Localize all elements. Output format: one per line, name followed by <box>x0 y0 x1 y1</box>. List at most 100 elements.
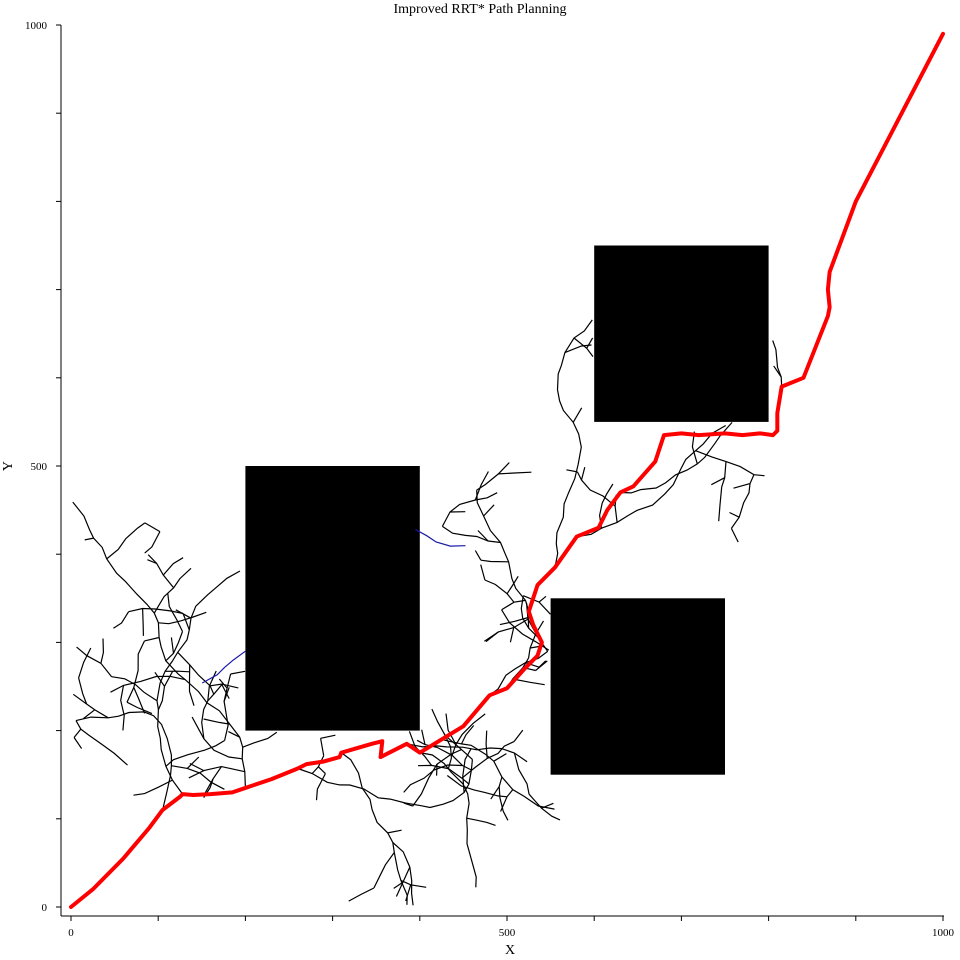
tree-branch <box>128 607 184 615</box>
tree-branch <box>509 627 515 643</box>
tree-branch <box>500 789 514 812</box>
tree-branch <box>154 671 165 687</box>
tree-branch <box>144 531 161 554</box>
tree-branch <box>72 501 246 788</box>
tree-branch <box>498 471 532 475</box>
tree-branch <box>170 637 175 654</box>
tree-branch <box>598 483 614 529</box>
tree-branch <box>431 708 473 760</box>
tree-branch <box>395 866 411 897</box>
tree-branch <box>78 647 92 679</box>
x-tick-label: 500 <box>499 927 516 939</box>
tree-branch <box>157 670 174 710</box>
tree-branch <box>230 670 246 675</box>
tree-branch <box>566 469 578 473</box>
tree-branch <box>317 766 326 775</box>
tree-branch <box>142 608 144 636</box>
tree-branch <box>133 687 146 714</box>
tree-branch <box>483 504 495 517</box>
tree-branch <box>772 340 783 387</box>
tree-branch <box>126 640 146 703</box>
tree-branch <box>513 752 530 795</box>
tree-branch <box>177 651 215 695</box>
tree-branch <box>695 450 765 477</box>
tree-branch <box>110 675 186 693</box>
tree-branch <box>446 775 508 798</box>
tree-branch <box>400 879 427 888</box>
tree-branch <box>340 752 408 905</box>
tree-branch <box>186 756 200 769</box>
x-tick-label: 1000 <box>932 927 955 939</box>
tree-branch <box>451 713 486 756</box>
tree-branch <box>175 609 192 619</box>
tree-branch <box>474 550 482 561</box>
tree-branch <box>415 528 466 547</box>
tree-branch <box>620 421 733 494</box>
tree-branch <box>320 734 336 739</box>
tree-branch <box>106 522 146 560</box>
tree-branch <box>126 701 153 715</box>
tree-branch <box>554 319 593 568</box>
tree-branch <box>210 683 239 689</box>
tree-branch <box>393 881 404 889</box>
tree-branch <box>489 650 549 696</box>
x-axis-label: X <box>505 943 515 958</box>
tree-branch <box>576 471 616 507</box>
tree-branch <box>201 650 246 684</box>
y-ticks: 0 500 1000 <box>25 20 61 914</box>
obstacle <box>550 598 725 775</box>
tree-branch <box>711 477 725 486</box>
tree-branch <box>392 842 414 906</box>
tree-branch <box>403 764 463 793</box>
tree-branch <box>100 638 105 664</box>
tree-branch <box>165 670 190 673</box>
tree-branch <box>165 631 184 662</box>
tree-branch <box>461 741 515 779</box>
tree-branch <box>576 424 726 538</box>
obstacle <box>245 466 420 731</box>
tree-branch <box>528 793 561 821</box>
tree-branch <box>78 677 88 705</box>
tree-branch <box>480 564 486 581</box>
tree-branch <box>188 664 195 706</box>
tree-branch <box>691 431 698 465</box>
tree-branch <box>412 749 462 807</box>
tree-branch <box>158 611 207 625</box>
tree-branch <box>580 467 586 481</box>
tree-branch <box>477 530 489 542</box>
tree-branch <box>203 718 230 725</box>
y-tick-label: 500 <box>31 461 48 473</box>
tree-branch <box>466 817 496 826</box>
planned-path <box>69 31 945 909</box>
tree-branch <box>573 337 594 357</box>
tree-branch <box>320 738 325 756</box>
tree-branch <box>730 528 739 543</box>
tree-branch <box>188 765 245 779</box>
y-axis-label: Y <box>1 461 16 471</box>
tree-branch <box>223 673 232 741</box>
tree-branch <box>387 829 402 834</box>
tree-branch <box>348 887 375 902</box>
tree-branch <box>147 559 157 565</box>
x-ticks: 0 500 1000 <box>68 916 955 939</box>
tree-branch <box>506 575 519 595</box>
tree-branch <box>501 599 526 611</box>
tree-branch <box>73 728 82 738</box>
tree-branch <box>72 693 109 719</box>
tree-branch <box>311 755 325 774</box>
obstacle <box>594 245 769 422</box>
tree-branch <box>730 474 755 529</box>
tree-branch <box>182 613 190 631</box>
tree-branch <box>242 731 278 748</box>
tree-branch <box>201 682 224 739</box>
tree-branch <box>76 646 113 678</box>
tree-branch <box>523 595 551 615</box>
tree-branch <box>406 743 528 763</box>
tree-branch <box>144 636 160 642</box>
tree-branch <box>480 559 509 563</box>
tree-branch <box>484 618 529 642</box>
tree-branch <box>416 739 472 771</box>
tree-branch <box>111 676 158 702</box>
tree-branch <box>538 595 547 603</box>
